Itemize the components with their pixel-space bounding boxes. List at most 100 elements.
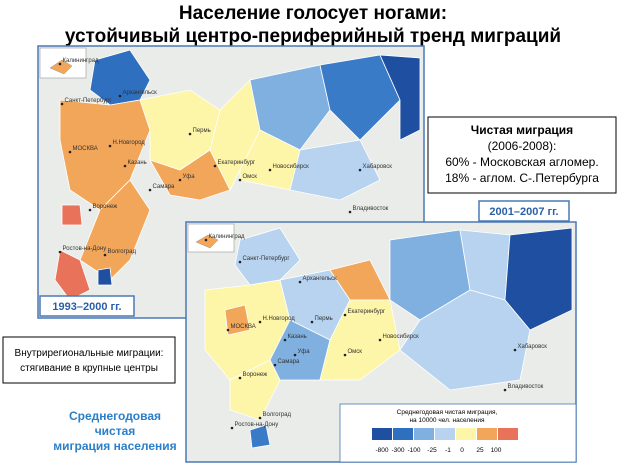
city-label: Владивосток <box>353 206 389 212</box>
city-label: Екатеринбург <box>348 309 387 315</box>
city-dot <box>123 164 127 168</box>
city-dot <box>58 62 62 66</box>
city-labels: Калининград Санкт-Петербург Архангельск МОС… <box>58 58 393 257</box>
city-label: Новосибирск <box>383 334 420 340</box>
city-label: Архангельск <box>303 276 338 282</box>
city-dot <box>378 338 382 342</box>
city-dot <box>343 313 347 317</box>
city-label: Пермь <box>193 128 211 134</box>
legend-title: на 10000 чел. населения <box>409 417 485 424</box>
period-label: 1993–2000 гг. <box>52 301 121 313</box>
intraregional-box <box>2 336 176 384</box>
city-dot <box>258 320 262 324</box>
box-text: стягивание в крупные центры <box>20 363 158 374</box>
city-dot <box>310 320 314 324</box>
caption: Среднегодовая <box>69 409 161 423</box>
city-label: Калининград <box>209 234 246 240</box>
city-label: Н.Новгород <box>263 316 296 322</box>
city-dot <box>358 168 362 172</box>
city-dot <box>58 250 62 254</box>
city-label: Пермь <box>315 316 333 322</box>
city-dot <box>68 150 72 154</box>
city-label: Омск <box>243 174 258 180</box>
city-dot <box>298 280 302 284</box>
box-text: Внутрирегиональные миграции: <box>15 348 164 359</box>
city-dot <box>238 178 242 182</box>
city-label: Калининград <box>63 58 100 64</box>
city-label: Казань <box>288 334 307 340</box>
city-label: Уфа <box>183 174 196 180</box>
city-dot <box>283 338 287 342</box>
period-label: 2001–2007 гг. <box>489 206 558 218</box>
legend-tick: -300 <box>391 447 404 454</box>
city-label: Самара <box>278 359 301 365</box>
city-dot <box>238 260 242 264</box>
legend: Среднегодовая чистая миграция, на 10000 … <box>339 403 577 463</box>
legend-tick: 25 <box>476 447 484 454</box>
city-labels: Калининград Санкт-Петербург Архангельск МОС… <box>204 234 548 430</box>
city-dot <box>230 426 234 430</box>
city-label: МОСКВА <box>231 324 256 330</box>
city-label: Воронеж <box>93 204 118 210</box>
city-dot <box>118 94 122 98</box>
city-dot <box>148 188 152 192</box>
city-label: Волгоград <box>263 412 292 418</box>
net-migration-box: Чистая миграция (2006-2008): 60% - Моско… <box>427 116 617 194</box>
title: устойчивый центро-периферийный тренд миг… <box>65 26 561 47</box>
city-label: Самара <box>153 184 176 190</box>
city-label: Хабаровск <box>518 344 548 350</box>
map-1 <box>37 45 425 319</box>
legend-tick: -1 <box>445 447 451 454</box>
legend-title: Среднегодовая чистая миграция, <box>397 409 498 416</box>
city-label: Владивосток <box>508 384 544 390</box>
city-dot <box>88 208 92 212</box>
city-label: Архангельск <box>123 90 158 96</box>
city-label: Новосибирск <box>273 164 310 170</box>
caption: миграция населения <box>53 439 176 453</box>
city-label: Н.Новгород <box>113 140 146 146</box>
city-dot <box>268 168 272 172</box>
city-dot <box>108 144 112 148</box>
city-label: Санкт-Петербург <box>243 256 291 262</box>
city-dot <box>343 353 347 357</box>
city-dot <box>513 348 517 352</box>
period-box <box>478 200 570 222</box>
city-dot <box>188 132 192 136</box>
city-label: МОСКВА <box>73 146 98 152</box>
legend-tick: -25 <box>427 447 437 454</box>
city-label: Уфа <box>298 349 311 355</box>
city-dot <box>204 238 208 242</box>
city-dot <box>258 416 262 420</box>
city-dot <box>503 388 507 392</box>
city-label: Волгоград <box>108 249 137 255</box>
city-dot <box>348 210 352 214</box>
city-dot <box>226 328 230 332</box>
city-dot <box>178 178 182 182</box>
city-label: Омск <box>348 349 363 355</box>
city-label: Казань <box>128 160 147 166</box>
city-label: Санкт-Петербург <box>65 98 113 104</box>
legend-tick: -100 <box>407 447 420 454</box>
box-text: (2006-2008): <box>488 139 557 153</box>
city-label: Воронеж <box>243 372 268 378</box>
city-label: Ростов-на-Дону <box>63 246 107 252</box>
title: Население голосует ногами: <box>179 3 447 24</box>
box-text: 60% - Московская агломер. <box>445 155 598 169</box>
city-label: Екатеринбург <box>218 160 257 166</box>
legend-tick: 0 <box>460 447 464 454</box>
caption: чистая <box>95 424 136 438</box>
legend-tick: 100 <box>491 447 502 454</box>
city-dot <box>60 102 64 106</box>
box-text: 18% - аглом. С-.Петербурга <box>445 171 599 185</box>
city-label: Хабаровск <box>363 164 393 170</box>
city-dot <box>273 363 277 367</box>
city-dot <box>103 253 107 257</box>
city-dot <box>293 353 297 357</box>
city-dot <box>238 376 242 380</box>
city-dot <box>213 164 217 168</box>
city-label: Ростов-на-Дону <box>235 422 279 428</box>
period-box <box>39 295 135 317</box>
legend-tick: -800 <box>375 447 388 454</box>
